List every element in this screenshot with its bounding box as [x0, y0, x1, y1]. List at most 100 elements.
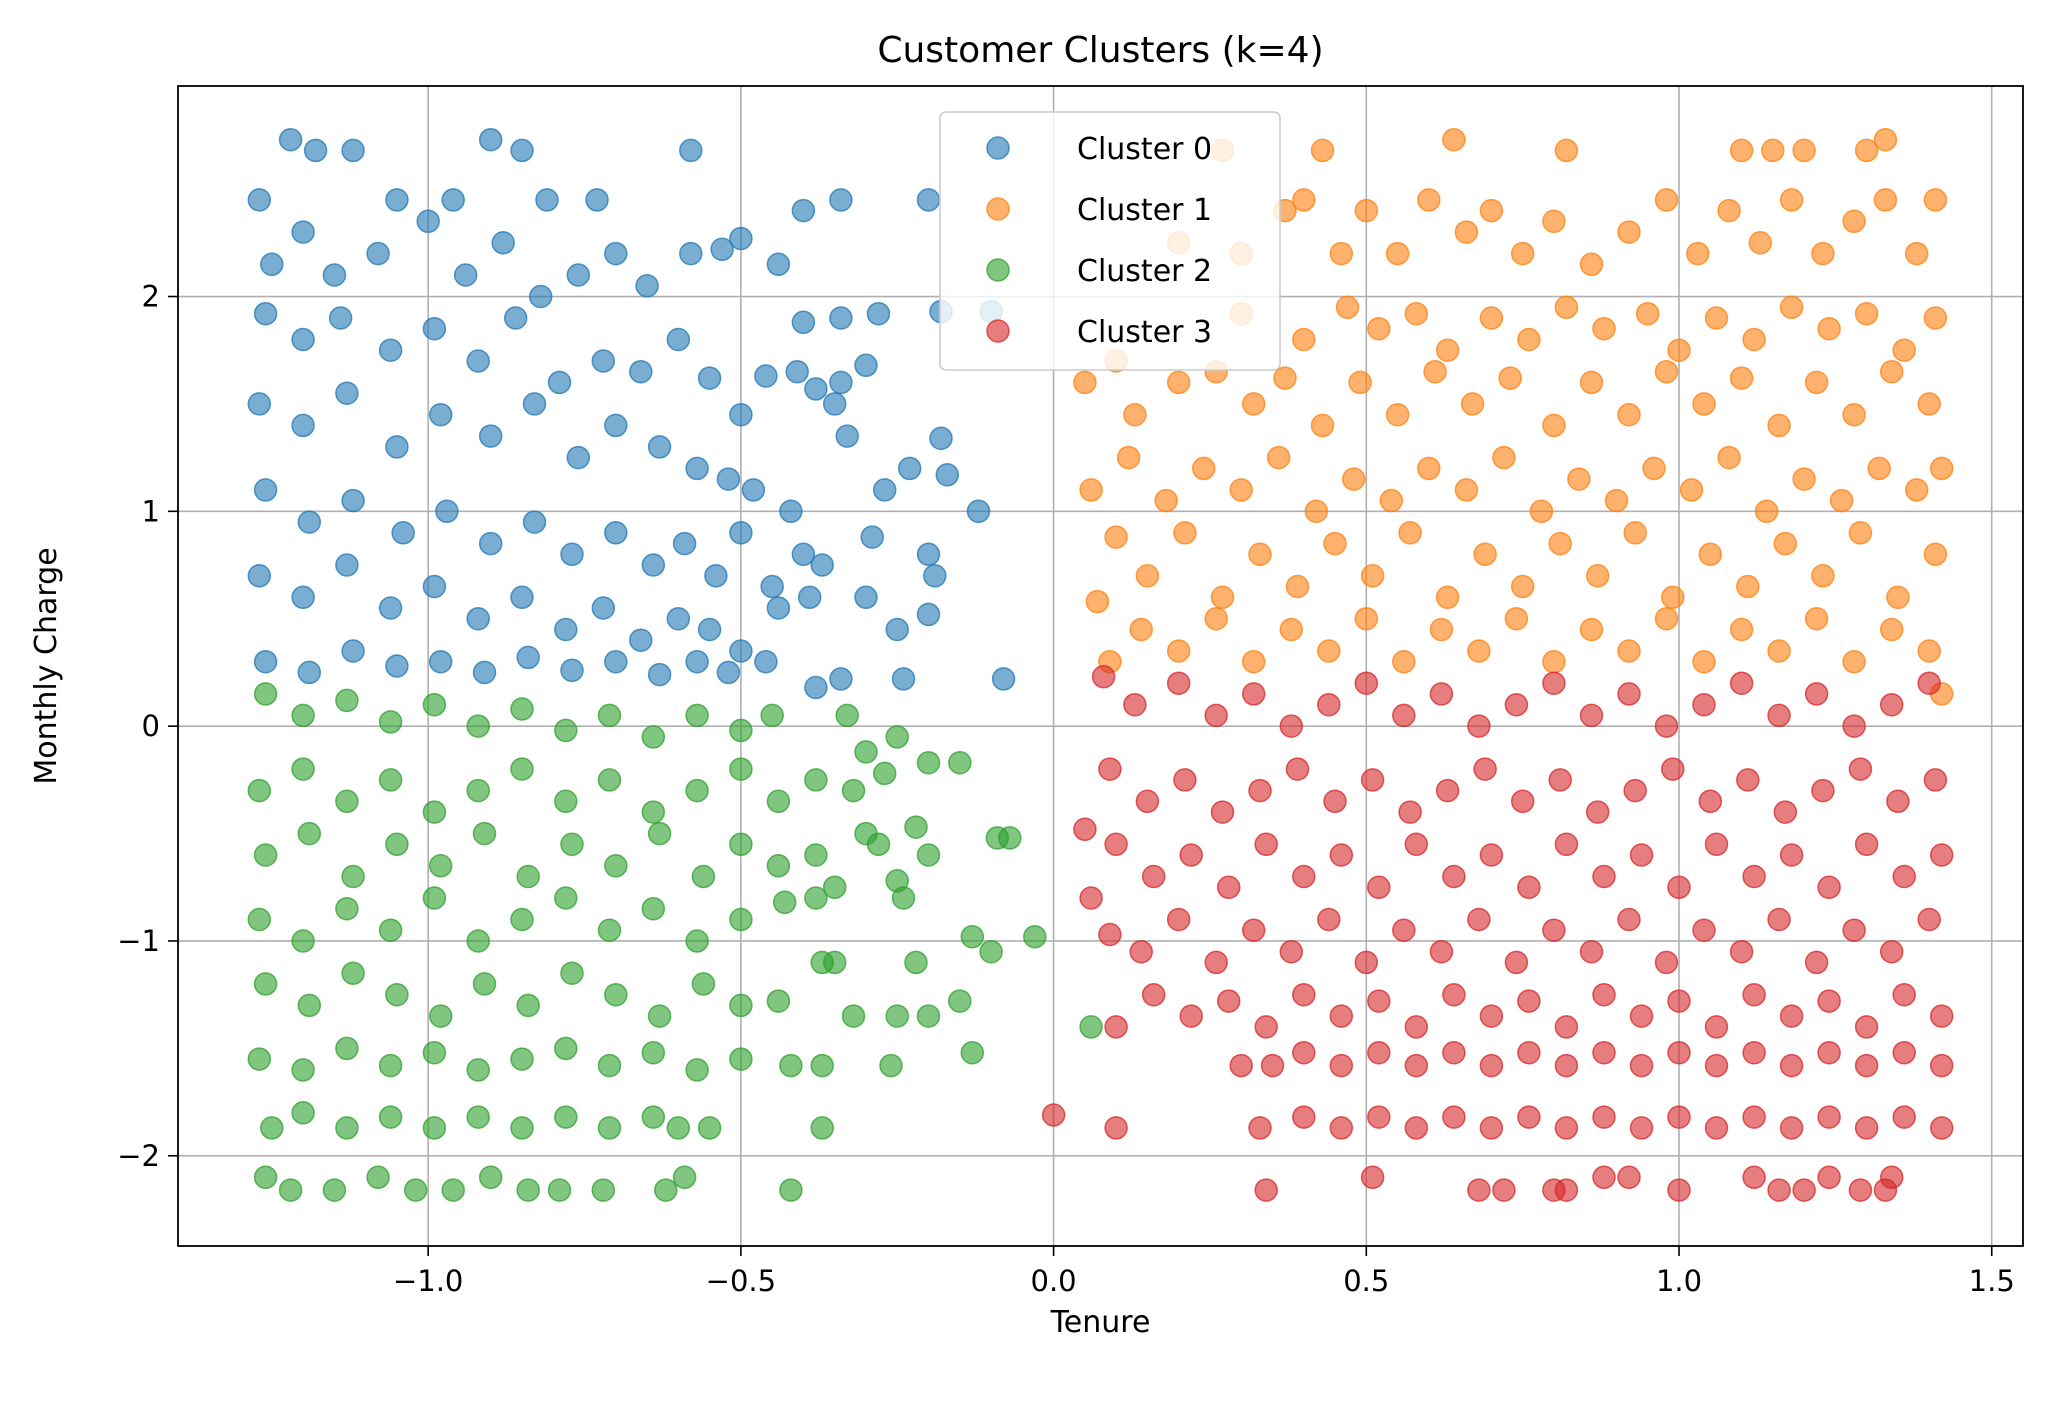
data-point: [1292, 982, 1316, 1007]
data-point: [1623, 778, 1647, 803]
data-point: [772, 890, 797, 915]
data-point: [1879, 939, 1904, 964]
legend-frame: [939, 111, 1281, 371]
data-point: [1266, 445, 1291, 470]
data-point: [1367, 989, 1391, 1013]
data-point: [1254, 832, 1278, 857]
data-point: [791, 542, 816, 567]
data-point: [1585, 800, 1610, 824]
data-point: [1879, 692, 1904, 717]
data-point: [1854, 1053, 1879, 1078]
data-point: [1554, 832, 1579, 857]
legend-marker: [986, 319, 1010, 343]
data-point: [566, 445, 591, 470]
data-point: [779, 1178, 803, 1202]
data-point: [560, 832, 584, 857]
data-point: [472, 972, 497, 996]
data-point: [1767, 703, 1791, 728]
legend-marker: [986, 136, 1010, 160]
data-point: [1629, 1053, 1654, 1078]
data-point: [1292, 1105, 1316, 1129]
data-point: [1848, 521, 1873, 545]
data-point: [560, 961, 584, 985]
data-point: [422, 886, 447, 910]
data-point: [1517, 875, 1541, 900]
data-point: [729, 226, 753, 251]
data-point: [854, 740, 878, 764]
data-point: [1073, 817, 1097, 842]
data-point: [685, 456, 709, 481]
data-point: [335, 789, 359, 814]
data-point: [1698, 789, 1723, 814]
data-point: [1661, 585, 1685, 610]
data-point: [1404, 1015, 1429, 1039]
data-point: [1310, 413, 1335, 438]
data-point: [1704, 1053, 1729, 1078]
data-point: [1129, 617, 1153, 642]
data-point: [666, 1116, 691, 1140]
data-point: [1367, 1040, 1391, 1065]
data-point: [904, 950, 928, 975]
x-tick-label: −1.0: [393, 1264, 463, 1298]
data-point: [1273, 366, 1297, 390]
data-point: [1166, 671, 1191, 695]
data-point: [604, 854, 628, 878]
data-point: [253, 301, 278, 326]
data-point: [472, 660, 497, 685]
data-point: [1817, 1105, 1841, 1129]
data-point: [1254, 1178, 1278, 1202]
data-point: [478, 531, 503, 556]
data-point: [1398, 800, 1422, 824]
data-point: [1473, 542, 1497, 567]
data-point: [1879, 617, 1904, 642]
legend-marker: [986, 258, 1010, 282]
data-point: [1529, 499, 1554, 524]
data-point: [885, 725, 909, 749]
data-point: [1854, 301, 1879, 326]
data-point: [1517, 989, 1541, 1013]
data-point: [1635, 301, 1660, 326]
data-point: [1729, 617, 1754, 642]
data-point: [1404, 1053, 1429, 1078]
data-point: [879, 1053, 903, 1078]
data-point: [916, 542, 941, 567]
data-point: [1842, 649, 1866, 674]
data-point: [566, 263, 591, 287]
data-point: [604, 413, 628, 438]
data-point: [341, 138, 365, 163]
data-point: [1929, 843, 1954, 867]
data-point: [453, 263, 478, 287]
data-point: [829, 188, 853, 212]
data-point: [760, 703, 784, 728]
data-point: [1329, 1053, 1354, 1078]
data-point: [1742, 327, 1766, 352]
data-point: [1811, 778, 1835, 803]
data-point: [991, 667, 1016, 691]
data-point: [1923, 768, 1948, 792]
data-point: [1792, 1178, 1816, 1202]
data-point: [1354, 198, 1379, 223]
data-point: [916, 843, 941, 867]
data-point: [691, 972, 716, 996]
data-point: [491, 231, 515, 255]
data-point: [1479, 843, 1504, 867]
data-point: [1629, 1004, 1654, 1028]
data-point: [1667, 1040, 1691, 1065]
data-point: [297, 993, 322, 1018]
data-point: [1104, 832, 1128, 857]
data-point: [1473, 757, 1497, 781]
data-point: [647, 435, 672, 459]
data-point: [1873, 127, 1898, 152]
data-point: [1435, 778, 1460, 803]
data-point: [1442, 1105, 1466, 1129]
data-point: [1579, 370, 1604, 395]
data-point: [1329, 1116, 1354, 1140]
x-tick-label: 0.5: [1343, 1264, 1389, 1298]
data-point: [366, 1165, 390, 1190]
data-point: [1554, 295, 1579, 320]
data-point: [1554, 138, 1579, 163]
data-point: [766, 596, 791, 620]
data-point: [891, 667, 916, 691]
data-point: [916, 188, 941, 212]
data-point: [791, 198, 816, 223]
